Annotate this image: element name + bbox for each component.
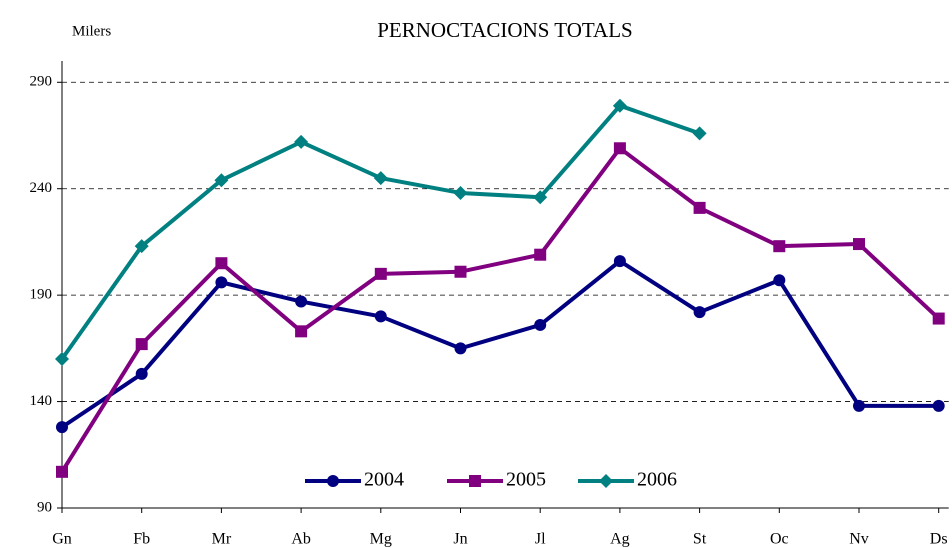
x-tick-label: Jn xyxy=(453,531,467,548)
data-point xyxy=(533,190,548,205)
data-point xyxy=(693,201,706,214)
x-tick-label: St xyxy=(693,531,707,548)
series-line xyxy=(60,146,941,473)
data-point xyxy=(613,142,626,155)
data-point xyxy=(135,338,148,351)
data-point xyxy=(56,421,68,434)
legend-label: 2004 xyxy=(364,469,404,491)
legend-label: 2006 xyxy=(637,469,677,491)
data-point xyxy=(932,399,945,412)
data-point xyxy=(373,171,388,186)
x-tick-label: Oc xyxy=(770,531,789,548)
x-tick-label: Jl xyxy=(535,531,546,548)
data-point xyxy=(215,276,228,289)
x-tick-label: Ab xyxy=(291,531,311,548)
data-point xyxy=(374,267,387,280)
data-point xyxy=(454,342,467,355)
data-point xyxy=(932,312,945,325)
data-point xyxy=(693,306,706,319)
data-point xyxy=(454,265,467,278)
y-tick-label: 190 xyxy=(30,287,53,303)
data-point xyxy=(294,134,309,149)
x-tick-label: Fb xyxy=(133,531,150,548)
x-tick-label: Gn xyxy=(52,531,72,548)
y-tick-label: 290 xyxy=(30,74,53,90)
data-point xyxy=(215,257,228,270)
y-axis-label: Milers xyxy=(72,23,111,39)
data-point xyxy=(55,352,69,366)
y-tick-label: 90 xyxy=(37,499,52,515)
data-point xyxy=(295,295,308,308)
data-point xyxy=(613,255,626,268)
legend-marker xyxy=(599,474,613,488)
x-tick-label: Mr xyxy=(212,531,232,548)
data-point xyxy=(692,126,707,141)
legend-marker xyxy=(469,475,481,487)
x-tick-label: Nv xyxy=(849,531,869,548)
legend-label: 2005 xyxy=(506,469,546,491)
data-point xyxy=(773,240,786,253)
y-tick-label: 240 xyxy=(30,180,53,196)
data-point xyxy=(134,239,149,254)
data-point xyxy=(534,248,547,261)
data-point xyxy=(612,98,627,113)
legend-marker xyxy=(327,475,339,487)
data-point xyxy=(534,318,547,331)
data-point xyxy=(56,465,68,478)
y-tick-label: 140 xyxy=(30,393,53,409)
data-point xyxy=(135,367,148,380)
data-point xyxy=(853,399,865,412)
data-point xyxy=(453,185,468,200)
x-tick-label: Ds xyxy=(930,531,948,548)
chart-title: PERNOCTACIONS TOTALS xyxy=(377,18,632,42)
x-tick-label: Mg xyxy=(370,531,392,548)
data-point xyxy=(214,173,229,188)
data-point xyxy=(853,238,865,251)
series-line xyxy=(60,259,939,429)
data-point xyxy=(773,274,786,287)
x-tick-label: Ag xyxy=(610,531,630,548)
data-point xyxy=(374,310,387,323)
data-point xyxy=(295,325,308,338)
